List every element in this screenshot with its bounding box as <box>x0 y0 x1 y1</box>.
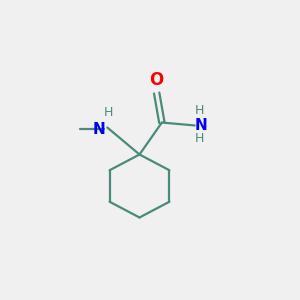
Text: H: H <box>195 104 205 117</box>
Text: H: H <box>195 132 205 145</box>
Text: O: O <box>149 71 164 89</box>
Text: H: H <box>104 106 113 119</box>
Text: N: N <box>92 122 105 136</box>
Text: N: N <box>195 118 208 133</box>
